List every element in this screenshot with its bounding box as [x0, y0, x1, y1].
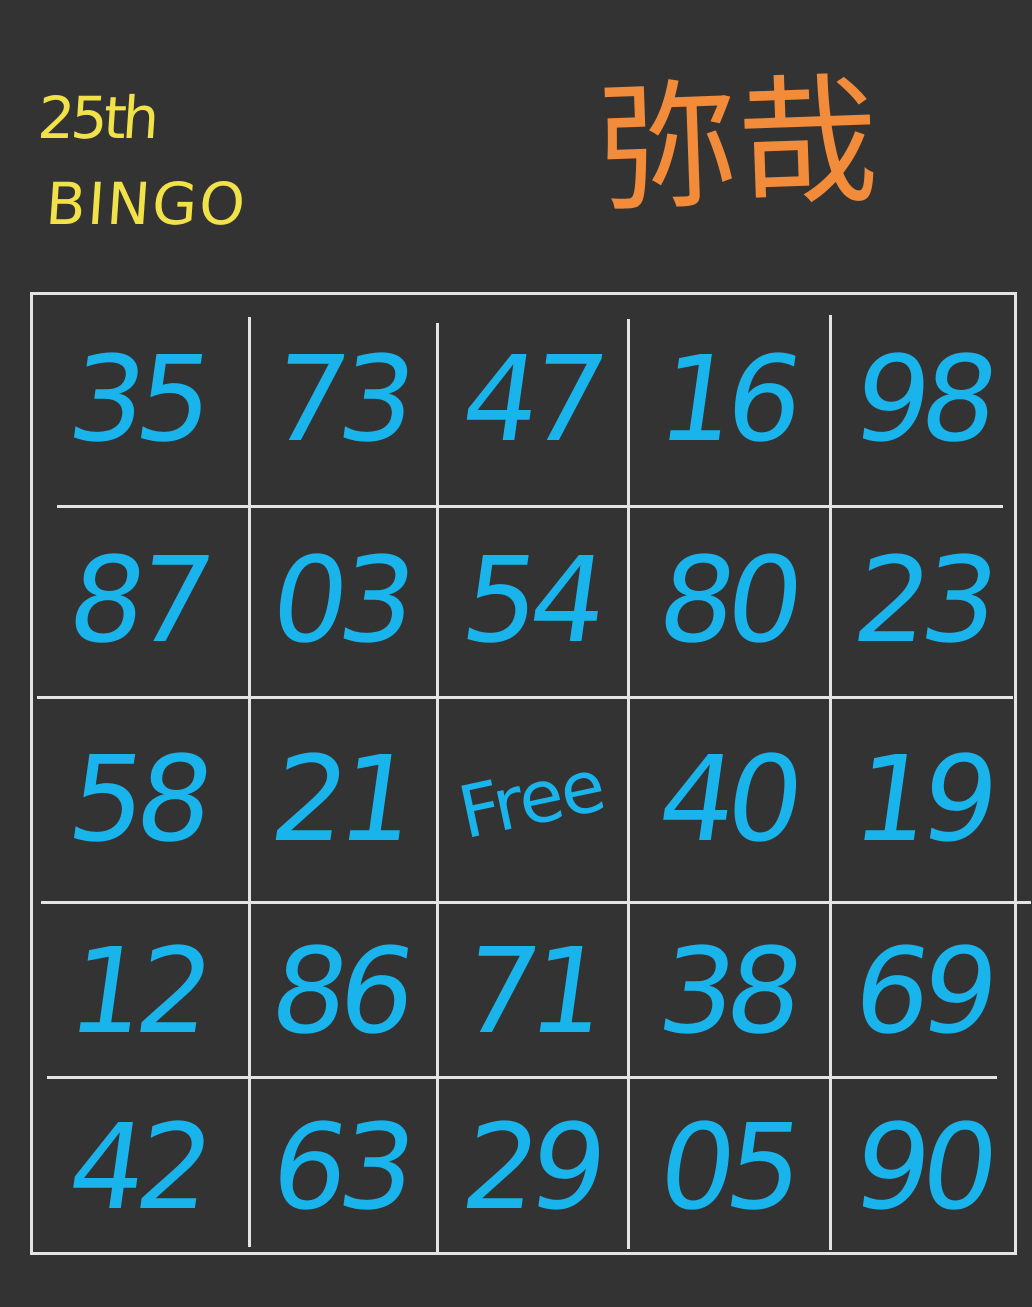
grid-line [37, 696, 1013, 699]
bingo-cell: 54 [454, 531, 608, 669]
bingo-cell: 58 [60, 730, 215, 868]
bingo-cell: 73 [263, 329, 417, 468]
grid-line [41, 901, 1031, 904]
title-line-1: 25th [35, 84, 158, 152]
grid-line [57, 505, 1003, 508]
bingo-cell: 86 [263, 921, 417, 1060]
grid-line [47, 1076, 997, 1079]
bingo-cell: 19 [845, 730, 1000, 868]
bingo-cell: 03 [263, 531, 417, 669]
bingo-cell: 29 [454, 1097, 608, 1236]
bingo-cell: 69 [845, 921, 1000, 1060]
bingo-cell: 42 [60, 1097, 215, 1236]
bingo-cell: 05 [650, 1097, 805, 1236]
bingo-cell: 35 [60, 329, 215, 468]
bingo-board [30, 292, 1031, 1255]
player-name: 弥哉 [595, 60, 881, 233]
bingo-cell: 40 [650, 730, 805, 868]
grid-line [248, 317, 251, 1247]
grid-line [627, 319, 630, 1249]
bingo-cell: 47 [454, 329, 608, 468]
grid-line [829, 315, 832, 1250]
bingo-cell: 63 [263, 1097, 417, 1236]
bingo-cell: 98 [845, 329, 1000, 468]
bingo-cell: 12 [60, 921, 215, 1060]
bingo-cell: 38 [650, 921, 805, 1060]
grid-line [436, 323, 439, 1253]
bingo-cell: 87 [60, 531, 215, 669]
bingo-cell: 71 [454, 921, 608, 1060]
title-line-2: BINGO [43, 170, 250, 238]
bingo-cell: 16 [650, 329, 805, 468]
bingo-cell: 80 [650, 531, 805, 669]
bingo-cell: 23 [845, 531, 1000, 669]
bingo-cell: 90 [845, 1097, 1000, 1236]
